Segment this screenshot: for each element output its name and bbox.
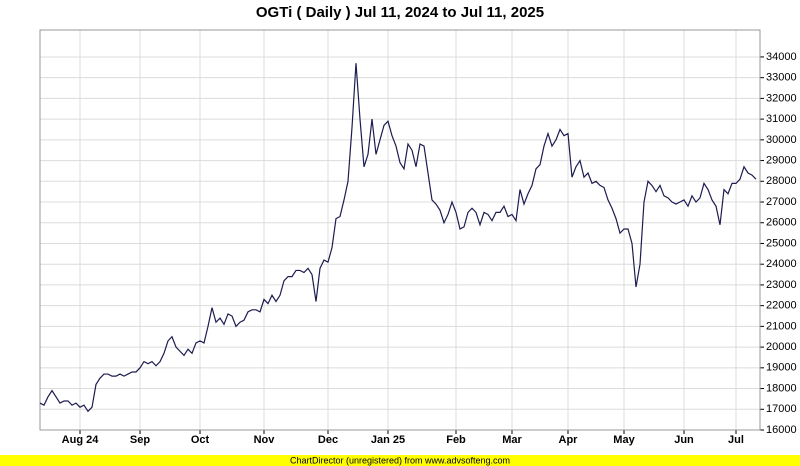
y-tick-label: 18000 (766, 382, 797, 394)
y-tick-label: 31000 (766, 113, 797, 125)
y-tick-label: 24000 (766, 258, 797, 270)
x-tick-label: Jan 25 (371, 434, 405, 446)
x-tick-label: Jun (674, 434, 694, 446)
footer-text: ChartDirector (unregistered) from www.ad… (290, 455, 510, 465)
footer-bar (0, 455, 800, 466)
y-tick-label: 19000 (766, 362, 797, 374)
plot-border (39, 29, 761, 431)
x-tick-label: Feb (446, 434, 466, 446)
y-tick-label: 26000 (766, 217, 797, 229)
x-tick-label: Jul (728, 434, 744, 446)
y-tick-label: 27000 (766, 196, 797, 208)
chart-title: OGTi ( Daily ) Jul 11, 2024 to Jul 11, 2… (256, 4, 544, 21)
x-tick-label: Apr (559, 434, 579, 446)
y-tick-label: 17000 (766, 403, 797, 415)
x-tick-label: Oct (191, 434, 210, 446)
y-tick-label: 32000 (766, 92, 797, 104)
y-tick-label: 29000 (766, 154, 797, 166)
y-tick-label: 23000 (766, 279, 797, 291)
y-tick-label: 28000 (766, 175, 797, 187)
x-tick-label: Mar (502, 434, 522, 446)
y-tick-label: 33000 (766, 72, 797, 84)
y-tick-label: 25000 (766, 237, 797, 249)
price-line (39, 63, 757, 413)
x-tick-label: Aug 24 (62, 434, 100, 446)
y-tick-label: 30000 (766, 134, 797, 146)
y-tick-label: 22000 (766, 300, 797, 312)
y-tick-label: 21000 (766, 320, 797, 332)
x-tick-label: May (613, 434, 635, 446)
x-tick-label: Nov (254, 434, 276, 446)
y-tick-label: 16000 (766, 424, 797, 436)
y-tick-label: 20000 (766, 341, 797, 353)
x-tick-label: Sep (130, 434, 150, 446)
x-tick-label: Dec (318, 434, 338, 446)
y-tick-label: 34000 (766, 51, 797, 63)
